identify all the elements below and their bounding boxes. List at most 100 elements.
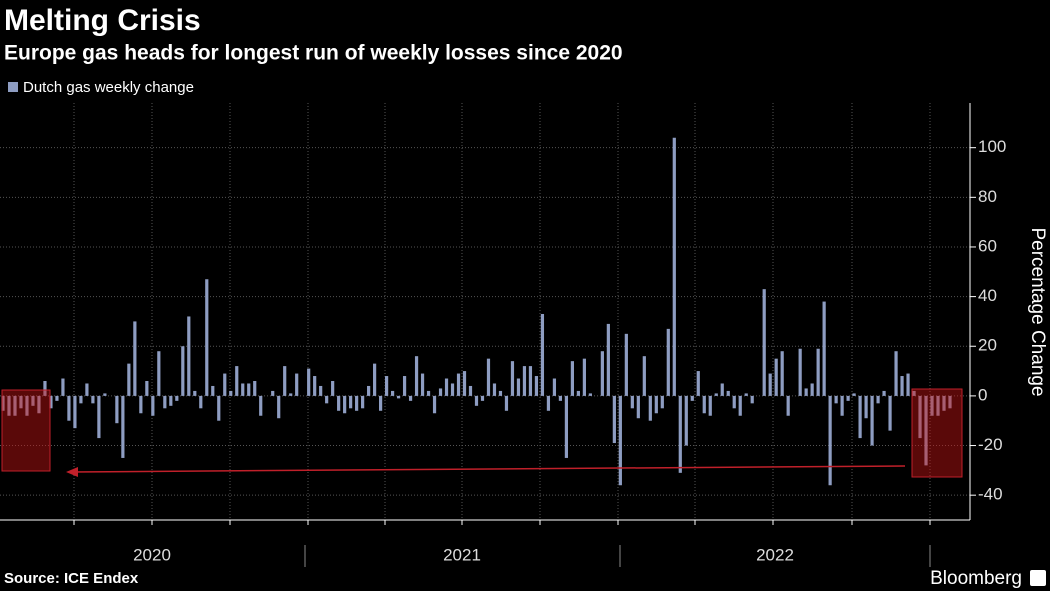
bar (420, 373, 425, 396)
bar (864, 395, 868, 419)
bar (804, 388, 808, 396)
brand-icon (1030, 570, 1046, 586)
bar (900, 376, 904, 396)
bar (894, 351, 898, 396)
y-tick-label: 60 (978, 236, 997, 255)
bar (414, 356, 419, 396)
bar (432, 395, 437, 414)
bar (468, 385, 473, 396)
bar (720, 383, 724, 396)
bar (936, 395, 940, 416)
bar (840, 395, 844, 416)
bar (426, 390, 431, 396)
bar (498, 390, 503, 396)
bar (666, 328, 670, 396)
bar (307, 368, 311, 396)
bar (175, 395, 179, 401)
bar (684, 395, 688, 446)
bar (325, 395, 329, 404)
bar (241, 383, 245, 396)
source: Source: ICE Endex (4, 570, 139, 587)
bar (408, 395, 413, 401)
bar (906, 373, 910, 396)
bar (61, 378, 65, 396)
bar (714, 393, 718, 396)
bar (7, 395, 11, 416)
bar (618, 395, 622, 486)
bar (768, 373, 772, 396)
bar (570, 361, 574, 396)
bar (750, 395, 754, 404)
bar (492, 383, 497, 396)
bar (103, 393, 107, 396)
x-year-label: 2021 (443, 545, 481, 564)
bar (564, 395, 569, 458)
bar (289, 393, 293, 396)
bar (858, 395, 862, 439)
bar (456, 373, 461, 396)
bar (816, 348, 820, 396)
bar (396, 395, 401, 399)
arrow-head (66, 467, 78, 477)
bar (786, 395, 790, 416)
bar (942, 395, 946, 411)
bar (444, 378, 449, 396)
bar (193, 390, 197, 396)
bar (361, 395, 365, 409)
bar (648, 395, 652, 421)
bar (882, 390, 886, 396)
bar (19, 395, 23, 409)
bar (133, 321, 137, 396)
bar (169, 395, 173, 406)
bar (145, 381, 149, 396)
bar (337, 395, 341, 411)
bar (870, 395, 874, 446)
bar (55, 395, 59, 401)
bar (606, 323, 610, 396)
bar (121, 395, 125, 458)
y-axis-title: Percentage Change (1027, 227, 1048, 396)
y-tick-label: 100 (978, 137, 1006, 156)
bar (504, 395, 509, 411)
bar (1, 395, 5, 411)
bar (79, 395, 83, 404)
bar (115, 395, 119, 424)
bar (540, 313, 545, 396)
bar (588, 393, 592, 396)
bar (343, 395, 347, 414)
bar (582, 358, 586, 396)
bar (235, 366, 239, 396)
bar (522, 366, 527, 396)
bar (43, 381, 47, 396)
bar (91, 395, 95, 404)
quarter-grid (0, 103, 970, 525)
bar (690, 395, 694, 401)
bar (205, 279, 209, 396)
bar (49, 395, 53, 409)
bar (151, 395, 155, 416)
bar (702, 395, 706, 414)
bar (283, 366, 287, 396)
bar (774, 358, 778, 396)
bar (810, 383, 814, 396)
x-year-label: 2022 (756, 545, 794, 564)
bar (600, 351, 604, 396)
bar (462, 371, 467, 396)
bar (822, 301, 826, 396)
y-tick-label: -40 (978, 485, 1003, 504)
bar (834, 395, 838, 404)
bar (924, 395, 928, 466)
bar (199, 395, 203, 409)
bar (187, 316, 191, 396)
bar (480, 395, 485, 401)
bar (355, 395, 359, 411)
bar (85, 383, 89, 396)
brand: Bloomberg (930, 568, 1022, 589)
bar (678, 395, 682, 473)
bar (139, 395, 143, 414)
highlight-box (1, 389, 51, 472)
bar (708, 395, 712, 416)
bar (247, 383, 251, 396)
